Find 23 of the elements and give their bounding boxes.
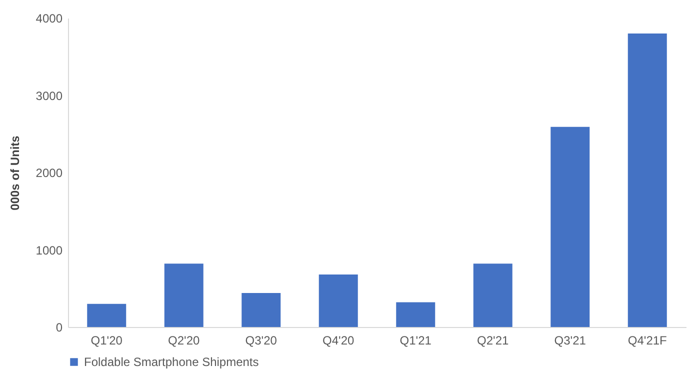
bar (318, 274, 358, 327)
y-tick-label: 4000 (36, 12, 63, 26)
x-tick-label: Q2'21 (477, 334, 510, 348)
y-tick-label: 0 (56, 320, 63, 334)
bar (396, 302, 436, 327)
bar (164, 264, 204, 327)
x-tick-label: Q4'21F (628, 334, 667, 348)
legend-label: Foldable Smartphone Shipments (84, 355, 259, 369)
bar (242, 293, 281, 327)
bar (473, 264, 512, 327)
y-tick-label: 2000 (36, 166, 63, 180)
y-tick-label: 1000 (36, 243, 63, 258)
x-tick-label: Q2'20 (168, 334, 200, 348)
y-tick-label: 3000 (36, 88, 63, 103)
bar (628, 33, 667, 327)
y-axis-title: 000s of Units (8, 135, 22, 210)
bar (550, 126, 590, 327)
x-tick-label: Q3'20 (245, 334, 278, 348)
x-tick-label: Q1'20 (90, 334, 123, 348)
x-tick-label: Q1'21 (400, 334, 432, 348)
x-tick-label: Q3'21 (554, 334, 586, 348)
bar (87, 304, 126, 327)
x-tick-label: Q4'20 (322, 334, 355, 348)
